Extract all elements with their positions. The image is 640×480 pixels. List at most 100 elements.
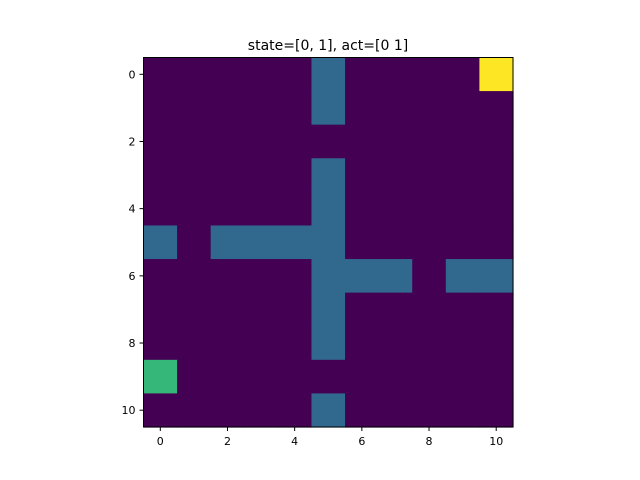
axes-frame: [143, 57, 514, 428]
grid-cell-wall: [311, 292, 346, 327]
grid-cell-empty: [210, 191, 245, 227]
grid-cell-wall: [311, 57, 346, 92]
grid-cell-empty: [143, 259, 178, 294]
grid-cell-empty: [479, 225, 514, 260]
grid-cell-empty: [277, 158, 313, 193]
x-tick-label: 8: [426, 435, 433, 448]
grid-cell-wall: [479, 259, 514, 294]
grid-cell-empty: [177, 225, 212, 260]
grid-cell-wall: [277, 225, 313, 260]
grid-cell-empty: [378, 57, 413, 92]
grid-cell-empty: [445, 359, 481, 395]
grid-cell-empty: [277, 124, 313, 159]
grid-cell-empty: [277, 191, 313, 227]
grid-cell-agent: [143, 359, 178, 395]
grid-cell-empty: [210, 259, 245, 294]
grid-cell-empty: [210, 359, 245, 395]
grid-cell-empty: [479, 91, 514, 126]
grid-cell-empty: [378, 359, 413, 395]
grid-cell-empty: [445, 124, 481, 159]
grid-cell-empty: [445, 158, 481, 193]
grid-cell-empty: [445, 326, 481, 361]
grid-cell-empty: [479, 191, 514, 227]
grid-cell-empty: [445, 225, 481, 260]
grid-cell-empty: [143, 292, 178, 327]
grid-cell-wall: [311, 326, 346, 361]
grid-cell-wall: [345, 259, 380, 294]
y-tick-label: 4: [129, 203, 136, 216]
y-tick-label: 0: [129, 68, 136, 81]
grid-cell-empty: [311, 359, 346, 395]
grid-cell-empty: [277, 359, 313, 395]
grid-cell-empty: [210, 57, 245, 92]
grid-cell-wall: [378, 259, 413, 294]
grid-cell-wall: [311, 225, 346, 260]
grid-cell-empty: [177, 259, 212, 294]
grid-cell-empty: [177, 57, 212, 92]
grid-cell-empty: [378, 191, 413, 227]
grid-cell-wall: [244, 225, 279, 260]
grid-cell-empty: [177, 326, 212, 361]
grid-cell-empty: [143, 191, 178, 227]
grid-cell-empty: [445, 91, 481, 126]
grid-cell-empty: [412, 393, 447, 428]
grid-cell-empty: [479, 292, 514, 327]
grid-cell-wall: [311, 91, 346, 126]
grid-cell-empty: [244, 91, 279, 126]
grid-cell-empty: [479, 393, 514, 428]
grid-cell-wall: [143, 225, 178, 260]
grid-cell-empty: [445, 191, 481, 227]
grid-cell-empty: [378, 326, 413, 361]
grid-cell-empty: [143, 91, 178, 126]
grid-cell-empty: [177, 191, 212, 227]
grid-cell-empty: [412, 191, 447, 227]
grid-cell-empty: [378, 393, 413, 428]
grid-cell-empty: [345, 158, 380, 193]
grid-cell-empty: [244, 191, 279, 227]
grid-cell-empty: [277, 393, 313, 428]
grid-cell-empty: [345, 57, 380, 92]
grid-cell-empty: [244, 158, 279, 193]
grid-cell-empty: [378, 292, 413, 327]
grid-cell-empty: [177, 158, 212, 193]
grid-cell-empty: [277, 326, 313, 361]
x-axis-ticks: 0 2 4 6 8 10: [157, 427, 503, 448]
grid-cell-empty: [445, 393, 481, 428]
grid-cell-empty: [345, 359, 380, 395]
plot-title: state=[0, 1], act=[0 1]: [248, 38, 408, 54]
grid-cell-empty: [177, 292, 212, 327]
grid-cell-empty: [277, 292, 313, 327]
grid-cell-empty: [479, 326, 514, 361]
x-tick-label: 2: [224, 435, 231, 448]
x-tick-label: 4: [291, 435, 298, 448]
grid-cell-wall: [210, 225, 245, 260]
grid-cell-empty: [277, 91, 313, 126]
grid-cell-empty: [412, 359, 447, 395]
grid-cell-empty: [479, 158, 514, 193]
grid-cell-empty: [177, 359, 212, 395]
y-tick-label: 8: [129, 337, 136, 350]
grid-cell-empty: [479, 359, 514, 395]
y-tick-label: 2: [129, 135, 136, 148]
grid-cell-empty: [210, 292, 245, 327]
grid-cell-empty: [378, 158, 413, 193]
grid-cell-empty: [210, 393, 245, 428]
grid-cell-empty: [345, 225, 380, 260]
x-tick-label: 6: [358, 435, 365, 448]
grid-cell-empty: [412, 57, 447, 92]
grid-cell-empty: [244, 359, 279, 395]
grid-cell-empty: [244, 124, 279, 159]
grid-cell-empty: [412, 158, 447, 193]
grid-cell-empty: [311, 124, 346, 159]
grid-cell-empty: [177, 393, 212, 428]
grid-cells: [143, 57, 514, 428]
grid-cell-empty: [445, 57, 481, 92]
grid-cell-wall: [311, 191, 346, 227]
grid-cell-empty: [378, 124, 413, 159]
grid-cell-empty: [412, 326, 447, 361]
grid-cell-empty: [345, 393, 380, 428]
y-axis-ticks: 0 2 4 6 8 10: [122, 68, 144, 417]
grid-cell-empty: [244, 292, 279, 327]
grid-cell-wall: [311, 259, 346, 294]
